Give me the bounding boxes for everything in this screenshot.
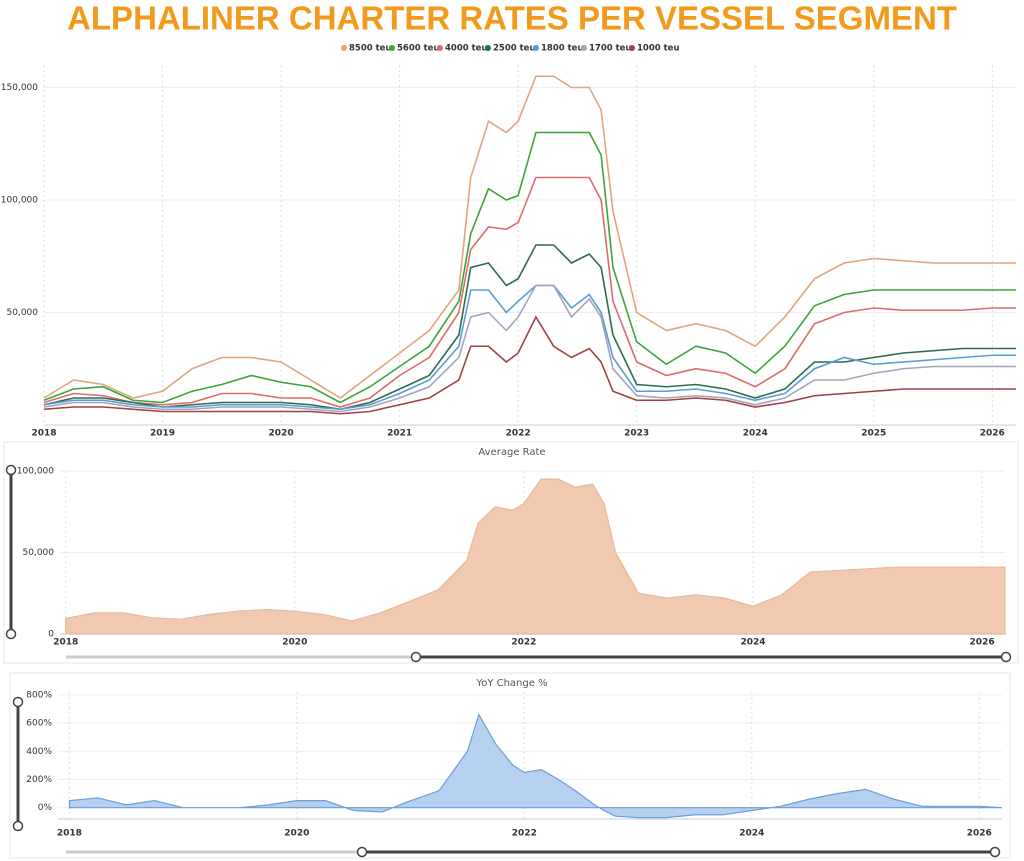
y-tick-label: 800% <box>26 690 52 700</box>
chart-title: ALPHALINER CHARTER RATES PER VESSEL SEGM… <box>67 0 957 37</box>
x-tick-label: 2018 <box>31 429 56 439</box>
x-tick-label: 2020 <box>284 829 309 839</box>
y-tick-label: 400% <box>26 747 52 757</box>
y-tick-label: 0 <box>48 630 54 640</box>
slider-handle[interactable] <box>5 628 17 640</box>
area <box>65 478 1006 635</box>
legend-marker <box>485 45 491 51</box>
series-line <box>43 315 1016 415</box>
legend-label: 1700 teu <box>589 44 632 54</box>
x-tick-label: 2024 <box>740 638 765 648</box>
x-tick-label: 2022 <box>506 429 531 439</box>
y-tick-label: 200% <box>26 775 52 785</box>
slider-handle[interactable] <box>12 820 24 832</box>
series-line <box>43 244 1016 411</box>
x-tick-label: 2019 <box>150 429 175 439</box>
x-tick-label: 2023 <box>624 429 649 439</box>
legend-label: 4000 teu <box>445 44 488 54</box>
legend-marker <box>581 45 587 51</box>
x-tick-label: 2022 <box>511 638 536 648</box>
x-tick-label: 2018 <box>53 638 78 648</box>
legend-label: 1800 teu <box>541 44 584 54</box>
y-tick-label: 600% <box>26 719 52 729</box>
y-tick-label: 0% <box>38 803 53 813</box>
x-tick-label: 2021 <box>387 429 412 439</box>
x-tick-label: 2026 <box>967 829 992 839</box>
series-line <box>43 75 1016 399</box>
legend-marker <box>629 45 635 51</box>
chart-title: Average Rate <box>478 447 545 458</box>
legend-label: 1000 teu <box>637 44 680 54</box>
x-tick-label: 2025 <box>861 429 886 439</box>
x-tick-label: 2026 <box>980 429 1005 439</box>
slider-handle[interactable] <box>5 464 17 476</box>
area <box>68 713 1003 819</box>
x-tick-label: 2024 <box>739 829 764 839</box>
y-tick-label: 50,000 <box>7 308 39 318</box>
slider-handle[interactable] <box>12 696 24 708</box>
y-tick-label: 50,000 <box>23 548 55 558</box>
slider-handle[interactable] <box>356 846 368 858</box>
legend-marker <box>533 45 539 51</box>
x-tick-label: 2026 <box>970 638 995 648</box>
series-line <box>43 284 1016 411</box>
x-tick-label: 2024 <box>743 429 768 439</box>
x-tick-label: 2020 <box>269 429 294 439</box>
slider-handle[interactable] <box>1000 651 1012 663</box>
slider-handle[interactable] <box>989 846 1001 858</box>
legend-label: 8500 teu <box>349 44 392 54</box>
series-line <box>43 284 1016 413</box>
x-tick-label: 2018 <box>57 829 82 839</box>
legend-label: 2500 teu <box>493 44 536 54</box>
x-tick-label: 2022 <box>512 829 537 839</box>
y-tick-label: 100,000 <box>1 196 38 206</box>
legend-marker <box>389 45 395 51</box>
legend-marker <box>341 45 347 51</box>
y-tick-label: 100,000 <box>17 467 54 477</box>
chart-title: YoY Change % <box>475 678 547 689</box>
x-tick-label: 2020 <box>282 638 307 648</box>
y-tick-label: 150,000 <box>1 83 38 93</box>
slider-handle[interactable] <box>410 651 422 663</box>
legend-marker <box>437 45 443 51</box>
series-line <box>43 131 1016 404</box>
legend-label: 5600 teu <box>397 44 440 54</box>
series-line <box>43 176 1016 408</box>
